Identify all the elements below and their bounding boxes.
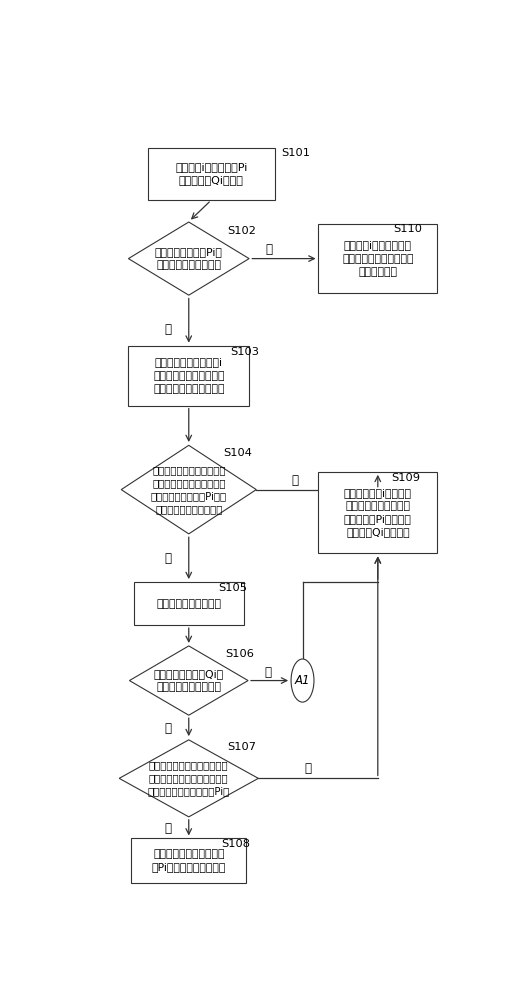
Text: 否: 否 xyxy=(265,666,271,679)
Text: 是: 是 xyxy=(164,822,171,835)
Polygon shape xyxy=(128,222,249,295)
Text: 获得所有插入所述上车站
点Pi之后所形成的新线路: 获得所有插入所述上车站 点Pi之后所形成的新线路 xyxy=(152,849,226,872)
Text: S109: S109 xyxy=(391,473,420,483)
Text: 否: 否 xyxy=(304,762,311,775)
FancyBboxPatch shape xyxy=(128,346,249,406)
Text: 否: 否 xyxy=(164,323,171,336)
Polygon shape xyxy=(119,740,258,817)
Text: 确定在接收到所述任务i
时所有正在运行的初始线
路及其未抵达站点的信息: 确定在接收到所述任务i 时所有正在运行的初始线 路及其未抵达站点的信息 xyxy=(153,357,224,394)
Circle shape xyxy=(291,659,314,702)
FancyBboxPatch shape xyxy=(318,224,437,293)
Text: 判断所述下车站点Qi是
否为预设的终点站点？: 判断所述下车站点Qi是 否为预设的终点站点？ xyxy=(154,669,224,692)
Polygon shape xyxy=(129,646,248,715)
Text: S102: S102 xyxy=(227,226,256,236)
Text: 是: 是 xyxy=(164,552,171,565)
Text: S110: S110 xyxy=(393,224,422,234)
Text: A1: A1 xyxy=(295,674,310,687)
Text: 获得所有有效初始线路: 获得所有有效初始线路 xyxy=(156,599,221,609)
Text: S106: S106 xyxy=(225,649,253,659)
FancyBboxPatch shape xyxy=(148,148,275,200)
FancyBboxPatch shape xyxy=(318,472,437,553)
Text: 接收任务i的上车站点Pi
和下车站点Qi的信息: 接收任务i的上车站点Pi 和下车站点Qi的信息 xyxy=(175,162,248,186)
Text: S101: S101 xyxy=(281,148,310,158)
Text: S108: S108 xyxy=(222,839,250,849)
Text: 分别判断各条所述有效初始线
路的每两个连续未抵达站点之
间能否插入所述上车站点Pi？: 分别判断各条所述有效初始线 路的每两个连续未抵达站点之 间能否插入所述上车站点P… xyxy=(148,760,230,797)
Polygon shape xyxy=(121,445,256,534)
Text: S103: S103 xyxy=(231,347,259,357)
Text: S105: S105 xyxy=(219,583,248,593)
Text: 所述任务i的线路为根据
需求响应客运服务模型确
定的初始线路: 所述任务i的线路为根据 需求响应客运服务模型确 定的初始线路 xyxy=(342,240,413,277)
Text: 分别判断各条所述初始线路
中是否存在剩余载客量大于
或等于所述上车站点Pi的需
求载客量的未抵达站点？: 分别判断各条所述初始线路 中是否存在剩余载客量大于 或等于所述上车站点Pi的需 … xyxy=(150,465,227,514)
FancyBboxPatch shape xyxy=(131,838,246,883)
Text: 是: 是 xyxy=(266,243,273,256)
Text: 是: 是 xyxy=(164,722,171,735)
Text: 获得所述任务i的线路为
从预设的始发站点至所
述上车站点Pi再至所述
下车站点Qi的新线路: 获得所述任务i的线路为 从预设的始发站点至所 述上车站点Pi再至所述 下车站点Q… xyxy=(344,488,412,538)
Text: 判断所述上车站点Pi是
否为预设的始发站点？: 判断所述上车站点Pi是 否为预设的始发站点？ xyxy=(155,247,223,270)
FancyBboxPatch shape xyxy=(134,582,243,625)
Text: S104: S104 xyxy=(223,448,252,458)
Text: S107: S107 xyxy=(227,742,256,752)
Text: 否: 否 xyxy=(291,474,299,487)
